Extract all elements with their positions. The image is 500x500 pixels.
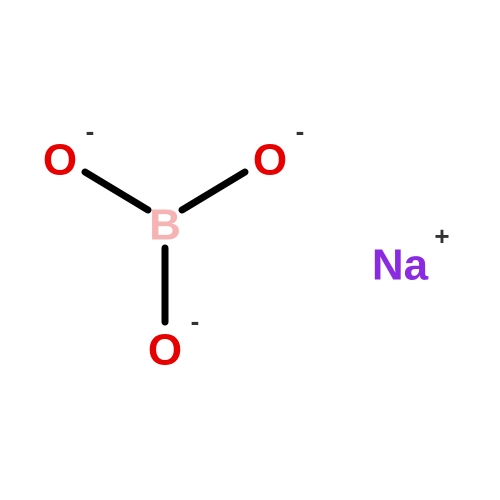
atom-oxygen-3: O (148, 326, 182, 375)
atom-oxygen-1: O (43, 136, 77, 185)
bond-b-o2 (182, 172, 245, 210)
atom-oxygen-2: O (253, 136, 287, 185)
charge-o3: - (191, 306, 200, 336)
charge-o1: - (86, 116, 95, 146)
charge-o2: - (296, 116, 305, 146)
atom-boron: B (149, 201, 181, 250)
charge-na: + (434, 221, 449, 251)
molecule-diagram: B O O O Na - - - + (0, 0, 500, 500)
atom-sodium: Na (372, 241, 429, 290)
bond-b-o1 (85, 172, 148, 210)
